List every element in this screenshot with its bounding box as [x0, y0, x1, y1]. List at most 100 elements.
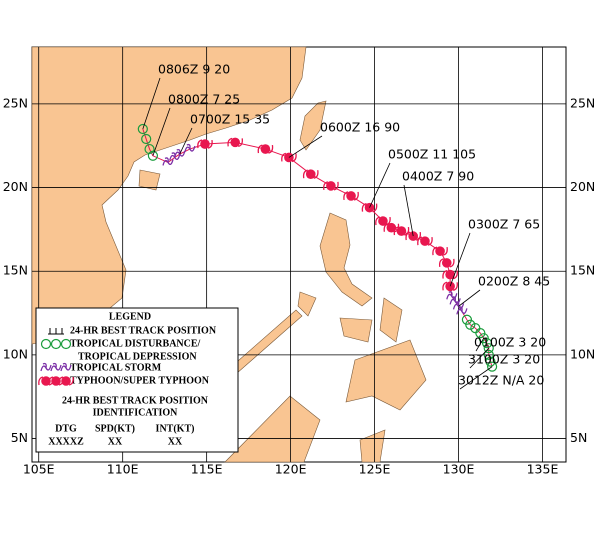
typhoon-hooks: [432, 246, 448, 256]
typhoon-symbol: [346, 191, 356, 201]
typhoon-symbol: [408, 231, 418, 241]
position-label: 0600Z 16 90: [320, 120, 400, 135]
id-format: XXXXZ: [48, 436, 84, 447]
leader-line: [152, 107, 171, 156]
leader-line: [475, 337, 485, 352]
position-label: 0400Z 7 90: [402, 169, 474, 184]
mindanao: [345, 339, 427, 411]
typhoon-symbol: [435, 246, 445, 256]
typhoon-symbol: [396, 226, 407, 236]
id-format: XX: [108, 436, 123, 447]
position-label: 0806Z 9 20: [158, 62, 230, 77]
graticule: [32, 47, 566, 462]
depression-symbol: [470, 323, 481, 334]
depression-symbol: [485, 356, 496, 367]
depression-symbol: [487, 361, 498, 372]
lat-label: 5N: [570, 430, 587, 445]
typhoon-symbol: [230, 137, 240, 148]
leader-line: [179, 127, 193, 155]
depression-symbol: [40, 338, 52, 350]
lon-label: 135E: [527, 462, 559, 477]
depression-symbol: [478, 333, 489, 344]
depression-symbol: [144, 143, 155, 155]
legend-label: 24-HR BEST TRACK POSITION: [70, 325, 217, 336]
lat-label: 5N: [11, 430, 28, 445]
typhoon-hooks: [302, 169, 319, 179]
typhoon-hooks: [257, 144, 274, 154]
typhoon-hooks: [442, 281, 458, 291]
storm-symbol: [184, 143, 196, 153]
depression-symbol: [60, 338, 72, 350]
id-title: IDENTIFICATION: [93, 407, 179, 418]
legend-label: TYPHOON/SUPER TYPHOON: [70, 375, 210, 386]
position-label: 0800Z 7 25: [168, 92, 240, 107]
id-format: XX: [168, 436, 183, 447]
storm-symbol: [60, 362, 72, 372]
track: [137, 123, 498, 372]
lat-label: 10N: [3, 346, 28, 361]
leader-line: [469, 347, 490, 369]
lat-label: 10N: [570, 346, 595, 361]
typhoon-hooks: [343, 191, 359, 201]
typhoon-symbol: [420, 236, 430, 246]
typhoon-hooks: [323, 181, 339, 191]
leader-line: [288, 135, 323, 158]
legend-label: TROPICAL DEPRESSION: [78, 351, 197, 362]
leader-line: [403, 184, 414, 237]
depression-symbol: [147, 150, 159, 161]
id-column: INT(KT): [156, 423, 195, 434]
typhoon-symbol: [260, 144, 271, 154]
lat-label: 20N: [570, 179, 595, 194]
lon-label: 120E: [275, 462, 307, 477]
storm-symbol: [162, 157, 174, 166]
depression-symbol: [481, 338, 493, 349]
position-label: 3012Z N/A 20: [458, 373, 544, 388]
position-label: 0300Z 7 65: [468, 217, 540, 232]
lon-label: 115E: [191, 462, 223, 477]
id-column: SPD(KT): [95, 423, 135, 434]
depression-symbol: [141, 133, 152, 145]
id-column: DTG: [55, 423, 77, 434]
lon-label: 130E: [443, 462, 475, 477]
best-track-symbol: [48, 328, 64, 335]
lat-label: 20N: [3, 179, 28, 194]
depression-symbol: [483, 343, 494, 354]
id-title: 24-HR BEST TRACK POSITION: [62, 395, 209, 406]
hainan: [138, 169, 161, 191]
samar-leyte: [379, 297, 403, 343]
leader-line: [458, 289, 481, 307]
typhoon-hooks: [361, 203, 378, 213]
storm-symbol: [40, 362, 52, 372]
taiwan: [299, 100, 327, 151]
land: [31, 46, 427, 463]
storm-symbol: [169, 152, 181, 161]
lat-label: 15N: [3, 263, 28, 278]
mindoro: [297, 291, 317, 317]
sulawesi: [359, 429, 386, 463]
borneo: [224, 395, 321, 463]
typhoon-symbol: [378, 216, 388, 226]
leader-line: [459, 366, 493, 390]
leader-line: [449, 232, 471, 287]
typhoon-symbol: [61, 376, 71, 386]
typhoon-hooks: [281, 152, 297, 163]
position-label: 0700Z 15 35: [190, 112, 270, 127]
position-label: 0500Z 11 105: [388, 147, 476, 162]
lon-label: 105E: [23, 462, 55, 477]
storm-symbol: [50, 362, 62, 372]
typhoon-symbol: [386, 222, 397, 233]
typhoon-symbol: [441, 258, 452, 268]
lat-label: 25N: [3, 95, 28, 110]
typhoon-hooks: [438, 258, 455, 268]
typhoon-hooks: [197, 139, 213, 149]
position-label: 3100Z 3 20: [468, 352, 540, 367]
typhoon-hooks: [58, 376, 74, 386]
lon-label: 110E: [107, 462, 139, 477]
lat-label: 15N: [570, 263, 595, 278]
legend-label: TROPICAL STORM: [70, 362, 162, 373]
depression-symbol: [465, 319, 476, 330]
legend: LEGEND 24-HR BEST TRACK POSITION TROPICA…: [35, 307, 239, 453]
mainland: [31, 46, 307, 345]
